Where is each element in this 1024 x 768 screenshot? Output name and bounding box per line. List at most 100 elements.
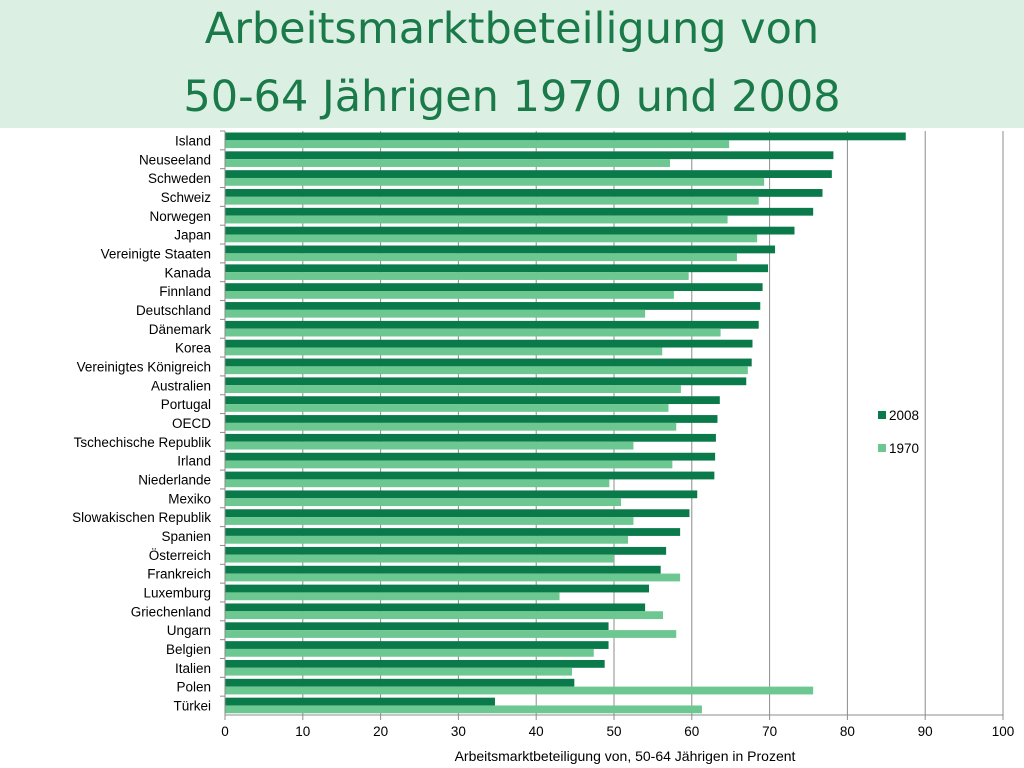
category-label: Polen xyxy=(176,680,211,695)
category-label: Österreich xyxy=(149,548,211,563)
category-label: Portugal xyxy=(161,397,211,412)
bar-2008 xyxy=(225,245,776,254)
category-label: Griechenland xyxy=(131,604,211,619)
bar-1970 xyxy=(225,177,765,186)
bar-1970 xyxy=(225,630,677,638)
bar-2008 xyxy=(225,226,795,235)
chart-subtitle: 50-64 Jährigen 1970 und 2008 xyxy=(183,72,841,122)
bar-2008 xyxy=(225,584,650,593)
bar-1970 xyxy=(225,140,730,149)
category-label: Australien xyxy=(151,378,211,393)
category-label: Vereinigtes Königreich xyxy=(77,359,211,374)
category-label: Neuseeland xyxy=(139,152,211,167)
category-label: Dänemark xyxy=(149,322,212,337)
bar-1970 xyxy=(225,309,646,318)
bar-2008 xyxy=(225,170,832,178)
bar-1970 xyxy=(225,196,759,205)
bar-2008 xyxy=(225,433,716,442)
x-tick-label: 80 xyxy=(840,724,855,739)
category-label: Vereinigte Staaten xyxy=(101,246,211,261)
bar-2008 xyxy=(225,207,814,216)
bar-1970 xyxy=(225,272,689,280)
bar-1970 xyxy=(225,573,681,582)
bar-1970 xyxy=(225,366,748,375)
x-tick-label: 30 xyxy=(451,724,466,739)
bar-2008 xyxy=(225,509,690,518)
chart-title: Arbeitsmarktbeteiligung von xyxy=(204,4,820,54)
bar-1970 xyxy=(225,422,677,431)
x-axis-title: Arbeitsmarktbeteiligung von, 50-64 Jähri… xyxy=(455,748,796,764)
x-tick-label: 20 xyxy=(373,724,388,739)
category-label: Türkei xyxy=(173,699,211,714)
category-label: Finnland xyxy=(159,284,211,299)
bar-2008 xyxy=(225,302,761,310)
category-label: Schweden xyxy=(148,171,211,186)
bar-2008 xyxy=(225,603,646,612)
x-tick-label: 0 xyxy=(221,724,229,739)
tick-labels: 0 10 20 30 40 50 60 70 80 90 100 xyxy=(221,724,1014,739)
bars xyxy=(225,132,906,714)
bar-1970 xyxy=(225,328,721,337)
bar-1970 xyxy=(225,234,758,243)
bar-1970 xyxy=(225,554,614,563)
x-tick-label: 40 xyxy=(529,724,544,739)
legend-swatch-1970 xyxy=(878,444,886,452)
bar-2008 xyxy=(225,490,698,499)
category-label: Japan xyxy=(174,228,211,243)
bar-1970 xyxy=(225,159,671,167)
bar-2008 xyxy=(225,678,575,687)
x-tick-label: 70 xyxy=(762,724,777,739)
category-label: Korea xyxy=(175,341,212,356)
category-label: Ungarn xyxy=(167,623,211,638)
bar-1970 xyxy=(225,705,702,714)
bar-1970 xyxy=(225,215,728,224)
legend-label-2008: 2008 xyxy=(889,408,919,423)
bar-2008 xyxy=(225,659,605,668)
bar-1970 xyxy=(225,460,673,469)
bar-2008 xyxy=(225,528,681,536)
bar-2008 xyxy=(225,471,715,480)
bar-2008 xyxy=(225,264,769,273)
bar-1970 xyxy=(225,667,572,676)
bar-1970 xyxy=(225,291,674,299)
bar-2008 xyxy=(225,283,763,292)
bar-2008 xyxy=(225,151,834,160)
bar-2008 xyxy=(225,622,609,631)
category-label: Mexiko xyxy=(168,491,211,506)
bar-2008 xyxy=(225,189,823,197)
category-label: Niederlande xyxy=(138,473,211,488)
category-label: Norwegen xyxy=(149,209,211,224)
x-tick-label: 60 xyxy=(684,724,699,739)
bar-2008 xyxy=(225,377,747,386)
bar-2008 xyxy=(225,415,718,423)
bar-1970 xyxy=(225,535,629,544)
category-label: Spanien xyxy=(161,529,211,544)
bar-1970 xyxy=(225,385,681,394)
bar-1970 xyxy=(225,498,622,507)
bar-2008 xyxy=(225,132,906,141)
category-label: Slowakischen Republik xyxy=(72,510,211,525)
category-labels: Island Neuseeland Schweden Schweiz Norwegen J… xyxy=(72,133,211,713)
bar-1970 xyxy=(225,592,560,601)
bar-1970 xyxy=(225,686,814,695)
x-tick-label: 10 xyxy=(295,724,310,739)
x-tick-label: 90 xyxy=(918,724,933,739)
bar-1970 xyxy=(225,517,634,525)
category-label: OECD xyxy=(172,416,211,431)
x-tick-label: 100 xyxy=(992,724,1015,739)
category-label: Tschechische Republik xyxy=(74,435,212,450)
bar-1970 xyxy=(225,648,594,657)
bar-2008 xyxy=(225,697,495,706)
axes xyxy=(220,130,1004,720)
bar-2008 xyxy=(225,396,720,405)
legend-swatch-2008 xyxy=(878,411,886,419)
category-label: Italien xyxy=(175,661,211,676)
category-label: Frankreich xyxy=(147,567,211,582)
bar-2008 xyxy=(225,641,609,649)
category-label: Kanada xyxy=(164,265,211,280)
bar-2008 xyxy=(225,565,661,574)
bar-1970 xyxy=(225,347,663,356)
bar-2008 xyxy=(225,320,759,329)
category-label: Irland xyxy=(177,454,211,469)
